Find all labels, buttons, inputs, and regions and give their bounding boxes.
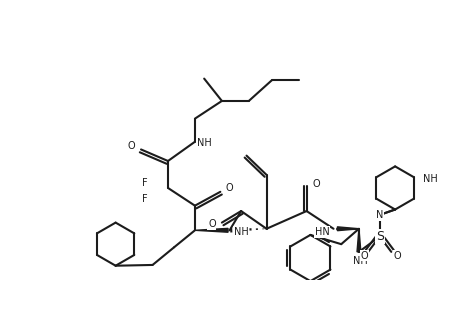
- Text: S: S: [376, 230, 384, 243]
- Text: O: O: [361, 251, 368, 261]
- Text: O: O: [394, 251, 401, 261]
- Text: O: O: [313, 179, 320, 189]
- Text: NH: NH: [197, 138, 211, 148]
- Text: O: O: [127, 140, 135, 151]
- Text: NH: NH: [234, 227, 248, 237]
- Text: F: F: [142, 178, 148, 187]
- Text: O: O: [226, 183, 233, 193]
- Text: O: O: [208, 219, 216, 229]
- Text: HN: HN: [315, 227, 329, 237]
- Polygon shape: [195, 228, 228, 232]
- Text: NH: NH: [423, 174, 438, 184]
- Polygon shape: [357, 229, 361, 252]
- Text: F: F: [142, 194, 148, 204]
- Text: N: N: [376, 210, 383, 220]
- Polygon shape: [337, 227, 359, 231]
- Text: NH: NH: [353, 256, 368, 266]
